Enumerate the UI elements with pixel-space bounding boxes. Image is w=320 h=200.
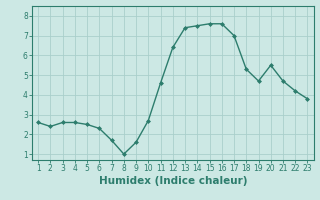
X-axis label: Humidex (Indice chaleur): Humidex (Indice chaleur) (99, 176, 247, 186)
